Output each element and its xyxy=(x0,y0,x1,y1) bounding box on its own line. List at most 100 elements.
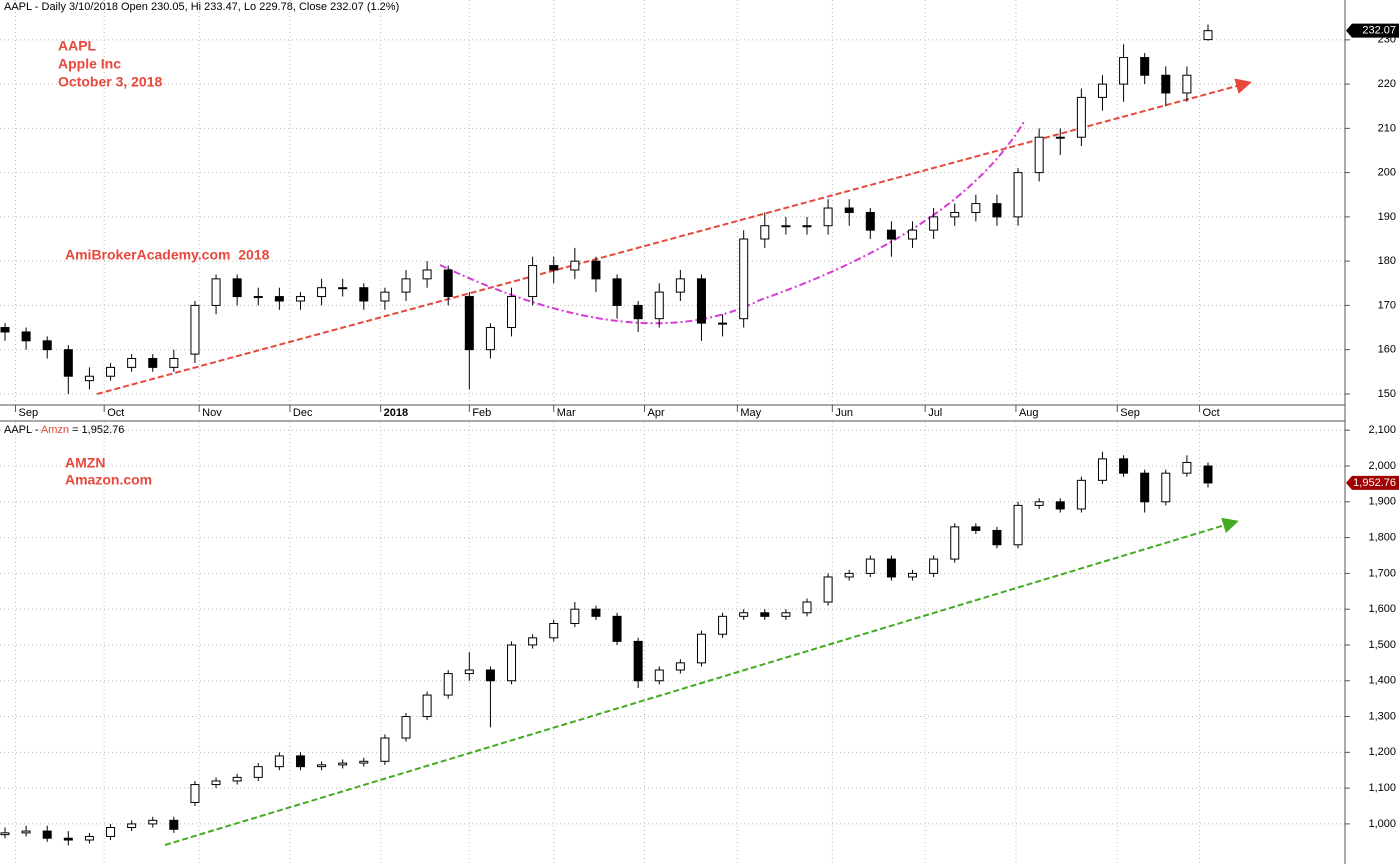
candle-body xyxy=(675,662,685,671)
x-tick-label: Oct xyxy=(1203,407,1220,419)
y-tick-label: 1,100 xyxy=(1368,782,1396,794)
candle-body xyxy=(865,211,875,231)
candle-body xyxy=(443,673,453,696)
candle-body xyxy=(106,366,116,377)
grid xyxy=(0,0,1350,864)
price-tag-label: 1,952.76 xyxy=(1353,477,1396,489)
candle-body xyxy=(739,612,749,617)
price-tag xyxy=(1346,23,1399,38)
trend-line xyxy=(164,517,1239,846)
candle-body xyxy=(274,296,284,302)
candle-body xyxy=(844,572,854,578)
candle-body xyxy=(42,340,52,351)
candle-body xyxy=(950,526,960,560)
y-tick-label: 160 xyxy=(1378,344,1396,356)
y-tick-label: 170 xyxy=(1378,299,1396,311)
annotation: AmiBrokerAcademy.com 2018 xyxy=(65,247,270,263)
candle-body xyxy=(380,291,390,302)
candle-body xyxy=(507,296,517,329)
candle-body xyxy=(1203,465,1213,484)
y-tick-label: 150 xyxy=(1378,388,1396,400)
x-tick-label: Mar xyxy=(557,407,576,419)
candle-body xyxy=(718,322,728,325)
candle-body xyxy=(21,830,31,834)
candle-body xyxy=(591,260,601,280)
y-tick-label: 1,700 xyxy=(1368,567,1396,579)
candle-body xyxy=(528,637,538,646)
candle-body xyxy=(211,278,221,306)
candle-body xyxy=(865,558,875,574)
candle-body xyxy=(1140,57,1150,76)
header-part: = 1,952.76 xyxy=(69,424,124,436)
candle-body xyxy=(654,291,664,320)
candles xyxy=(0,24,1213,846)
candle-body xyxy=(190,304,200,355)
price-tag xyxy=(1346,475,1399,490)
candle-body xyxy=(1182,74,1192,94)
candle-body xyxy=(633,304,643,320)
candle-body xyxy=(1161,472,1171,503)
candle-body xyxy=(485,327,495,351)
x-tick-label: Oct xyxy=(107,407,124,419)
x-tick-label: 2018 xyxy=(384,407,408,419)
header: AAPL - Amzn = 1,952.76 xyxy=(4,424,124,436)
candle-body xyxy=(169,358,179,368)
candle-body xyxy=(422,694,432,718)
candle-body xyxy=(317,287,327,298)
candle-body xyxy=(42,830,52,839)
x-tick-label: Apr xyxy=(647,407,664,419)
candle-body xyxy=(507,644,517,682)
candle-body xyxy=(380,737,390,762)
candle-body xyxy=(148,819,158,825)
x-tick-label: Jun xyxy=(835,407,853,419)
candle-body xyxy=(612,615,622,642)
candle-body xyxy=(971,203,981,213)
candle-body xyxy=(253,766,263,778)
candle-body xyxy=(886,558,896,578)
candle-body xyxy=(274,755,284,768)
x-tick-label: May xyxy=(740,407,761,419)
candle-body xyxy=(401,278,411,293)
candle-body xyxy=(1013,504,1023,546)
curve-line xyxy=(439,119,1026,325)
candle-body xyxy=(802,225,812,228)
candle-body xyxy=(908,572,918,578)
y-tick-label: 1,200 xyxy=(1368,746,1396,758)
candle-body xyxy=(1097,458,1107,481)
x-tick-label: Sep xyxy=(19,407,39,419)
candle-body xyxy=(1119,57,1129,85)
candle-body xyxy=(1055,136,1065,139)
annotation: Amazon.com xyxy=(65,472,152,488)
candle-body xyxy=(781,225,791,228)
candle-body xyxy=(1119,458,1129,474)
candle-body xyxy=(781,612,791,617)
candle-body xyxy=(295,755,305,768)
trend-line xyxy=(96,78,1252,395)
candle-body xyxy=(0,327,10,333)
candle-body xyxy=(929,558,939,574)
y-tick-label: 180 xyxy=(1378,255,1396,267)
y-tick-label: 1,800 xyxy=(1368,532,1396,544)
candle-body xyxy=(190,784,200,803)
candle-body xyxy=(739,238,749,320)
candle-body xyxy=(1161,74,1171,94)
candle-body xyxy=(1013,172,1023,218)
y-tick-label: 220 xyxy=(1378,78,1396,90)
candle-body xyxy=(1140,472,1150,503)
candle-body xyxy=(84,375,94,382)
candle-body xyxy=(317,764,327,768)
y-tick-label: 1,900 xyxy=(1368,496,1396,508)
candle-body xyxy=(1055,501,1065,510)
x-tick-label: Aug xyxy=(1019,407,1039,419)
candle-body xyxy=(886,229,896,240)
annotation: October 3, 2018 xyxy=(58,74,162,90)
annotation: AMZN xyxy=(65,455,105,471)
candle-body xyxy=(1076,479,1086,510)
candle-body xyxy=(211,780,221,786)
candle-body xyxy=(570,608,580,624)
candle-body xyxy=(971,526,981,531)
candle-body xyxy=(718,615,728,635)
y-tick-label: 1,000 xyxy=(1368,818,1396,830)
y-tick-label: 1,500 xyxy=(1368,639,1396,651)
